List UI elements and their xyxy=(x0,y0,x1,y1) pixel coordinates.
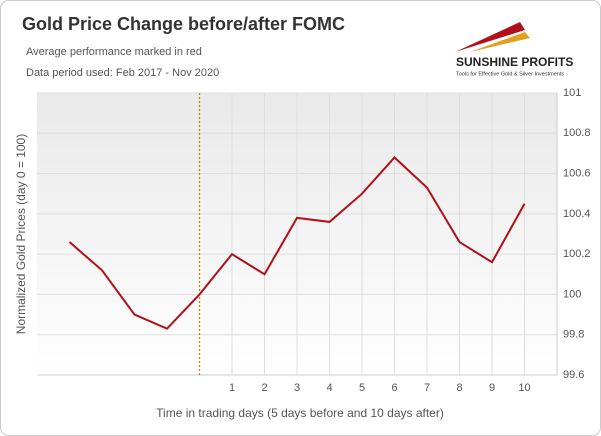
y-axis-label: Normalized Gold Prices (day 0 = 100) xyxy=(14,134,28,334)
y-tick-label: 100.4 xyxy=(563,208,591,220)
logo: SUNSHINE PROFITS Tools for Effective Gol… xyxy=(455,22,573,77)
logo-name: SUNSHINE PROFITS xyxy=(456,55,573,69)
x-tick-label: 10 xyxy=(518,382,530,394)
y-tick-label: 100 xyxy=(563,288,581,300)
logo-swoosh xyxy=(455,22,525,52)
logo-swoosh xyxy=(470,32,530,52)
x-tick-label: 5 xyxy=(359,382,365,394)
y-tick-label: 100.8 xyxy=(563,127,591,139)
subtitle: Data period used: Feb 2017 - Nov 2020 xyxy=(26,67,219,79)
y-tick-label: 101 xyxy=(563,87,581,99)
x-tick-label: 4 xyxy=(326,382,332,394)
y-tick-label: 100.2 xyxy=(563,248,591,260)
x-tick-label: 1 xyxy=(229,382,235,394)
x-tick-label: 6 xyxy=(391,382,397,394)
y-tick-label: 100.6 xyxy=(563,167,591,179)
chart-title: Gold Price Change before/after FOMC xyxy=(22,14,345,34)
subtitle: Average performance marked in red xyxy=(26,46,202,58)
x-tick-label: 9 xyxy=(489,382,495,394)
line-series xyxy=(68,156,526,330)
x-tick-label: 8 xyxy=(456,382,462,394)
logo-tagline: Tools for Effective Gold & Silver Invest… xyxy=(456,71,564,77)
y-tick-label: 99.8 xyxy=(563,329,584,341)
x-tick-label: 3 xyxy=(294,382,300,394)
x-tick-label: 2 xyxy=(261,382,267,394)
y-tick-label: 99.6 xyxy=(563,369,584,381)
x-axis-label: Time in trading days (5 days before and … xyxy=(156,406,444,420)
x-tick-label: 7 xyxy=(424,382,430,394)
